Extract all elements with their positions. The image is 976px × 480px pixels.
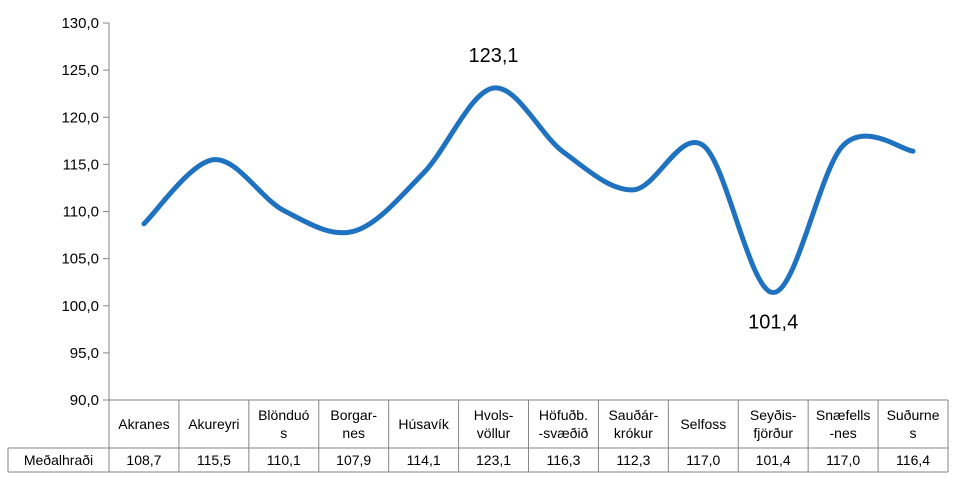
category-label: Akranes <box>118 416 169 432</box>
table-value-cell: 112,3 <box>616 452 650 468</box>
annotations: 123,1 101,4 <box>469 45 799 334</box>
table-value-cell: 114,1 <box>407 452 441 468</box>
y-tick-label: 130,0 <box>61 15 99 32</box>
category-label: -nes <box>830 425 857 441</box>
table-value-cell: 108,7 <box>126 452 161 468</box>
category-label: Suðurne <box>887 407 940 423</box>
series-name-cell: Meðalhraði <box>24 452 93 468</box>
table-value-cell: 123,1 <box>476 452 511 468</box>
y-tick-label: 125,0 <box>61 62 99 79</box>
category-label: -svæðið <box>539 425 589 441</box>
table-value-cell: 117,0 <box>826 452 860 468</box>
table-value-cell: 116,4 <box>896 452 930 468</box>
category-label: Selfoss <box>680 416 726 432</box>
category-label: Blönduó <box>258 407 310 423</box>
table-value-cell: 101,4 <box>756 452 791 468</box>
y-tick-label: 100,0 <box>61 298 99 315</box>
series-line <box>141 85 916 296</box>
y-axis: 90,0 95,0 100,0 105,0 110,0 115,0 120,0 125,0 13… <box>61 15 110 472</box>
y-tick-label: 105,0 <box>61 251 99 268</box>
category-label: völlur <box>477 425 511 441</box>
table-value-cell: 117,0 <box>686 452 720 468</box>
category-label: Húsavík <box>398 416 450 432</box>
table-value-cell: 116,3 <box>546 452 580 468</box>
data-table: Akranes Akureyri Blönduó s Borgar-nes Húsavík… <box>7 399 949 473</box>
category-label: Seyðis- <box>750 407 797 423</box>
category-label: krókur <box>614 425 653 441</box>
data-label: 101,4 <box>748 312 798 334</box>
y-tick-label: 90,0 <box>70 392 99 409</box>
y-tick-label: 95,0 <box>70 345 99 362</box>
category-label: Snæfells <box>816 407 870 423</box>
table-value-cell: 110,1 <box>267 452 301 468</box>
category-label: Sauðár- <box>608 407 658 423</box>
y-tick-label: 110,0 <box>63 204 99 221</box>
y-tick-label: 115,0 <box>63 156 99 173</box>
series-group <box>141 85 916 296</box>
table-value-cell: 107,9 <box>336 452 371 468</box>
category-label: s <box>910 425 917 441</box>
category-label: Hvols- <box>474 407 514 423</box>
category-label: nes <box>342 425 365 441</box>
category-label: Höfuðb. <box>539 407 588 423</box>
category-label: s <box>280 425 287 441</box>
category-label: Akureyri <box>188 416 239 432</box>
y-tick-label: 120,0 <box>61 109 99 126</box>
category-label: fjörður <box>753 425 793 441</box>
data-label: 123,1 <box>469 45 519 67</box>
category-label: Borgar- <box>330 407 377 423</box>
table-value-cell: 115,5 <box>197 452 231 468</box>
